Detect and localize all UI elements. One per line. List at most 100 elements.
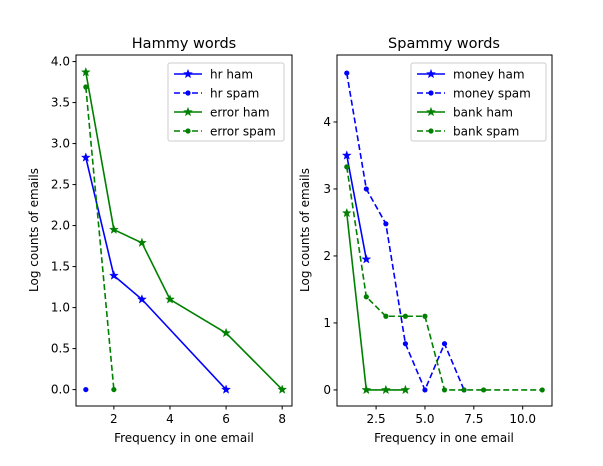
x-tick-label: 10.0 [509, 412, 536, 426]
data-point [344, 164, 350, 170]
x-tick-label: 6 [222, 412, 230, 426]
y-tick-label: 2.5 [51, 178, 70, 192]
legend-item: error spam [174, 125, 276, 139]
y-tick-label: 4 [323, 115, 331, 129]
legend-marker [183, 106, 193, 117]
data-point [341, 207, 352, 218]
data-point [402, 313, 409, 319]
x-tick-label: 2.5 [367, 412, 386, 426]
data-point [422, 313, 428, 319]
legend-label: error spam [210, 125, 276, 139]
legend-item: money ham [417, 68, 525, 82]
legend-item: bank ham [417, 106, 513, 120]
legend-marker [185, 90, 191, 96]
plot-frame [336, 54, 553, 407]
data-point [402, 341, 409, 347]
y-axis-label: Log counts of emails [298, 168, 312, 292]
legend-box [167, 62, 285, 142]
data-point [136, 237, 147, 247]
legend-label: error ham [210, 106, 270, 120]
legend: hr ham hr spam error ham error spam [167, 62, 285, 142]
legend-label: bank spam [453, 125, 519, 139]
data-point [344, 70, 350, 76]
y-tick-label: 3 [323, 182, 331, 196]
data-point [383, 221, 389, 227]
data-point [80, 67, 91, 77]
y-tick-label: 1 [323, 316, 331, 330]
chart-hammy-words: Hammy words Frequency in one email Log c… [27, 36, 293, 445]
legend-label: bank ham [453, 106, 513, 120]
data-point [361, 254, 372, 264]
data-point [108, 270, 119, 280]
data-point [83, 84, 89, 90]
series-bank-ham [341, 207, 411, 395]
legend-item: hr ham [174, 68, 253, 82]
x-tick-label: 4 [166, 412, 174, 426]
data-point [539, 387, 545, 393]
x-axis-label: Frequency in one email [374, 431, 514, 445]
plot-frame [75, 54, 293, 407]
data-point [441, 341, 448, 347]
legend-item: hr spam [174, 87, 259, 101]
series-line [85, 72, 283, 391]
data-point [165, 294, 175, 304]
legend-marker [428, 90, 434, 96]
data-point [221, 384, 232, 394]
legend-label: hr spam [210, 87, 259, 101]
x-axis-label: Frequency in one email [114, 431, 254, 445]
data-point [80, 152, 91, 162]
series-line [345, 155, 368, 260]
legend-marker [428, 128, 434, 134]
y-tick-label: 1.5 [51, 260, 70, 274]
y-tick-label: 0.0 [51, 383, 70, 397]
data-point [380, 384, 391, 395]
data-point [383, 313, 389, 319]
series-money-ham [341, 150, 372, 264]
y-tick-label: 1.0 [51, 301, 70, 315]
chart-title: Spammy words [388, 36, 500, 52]
data-point [400, 384, 411, 395]
legend-label: money spam [453, 87, 531, 101]
y-tick-label: 0.5 [51, 342, 70, 356]
y-axis-label: Log counts of emails [27, 168, 41, 292]
y-tick-label: 2 [323, 249, 331, 263]
series-line [85, 86, 115, 390]
legend-item: bank spam [417, 125, 519, 139]
y-tick-label: 0 [323, 383, 331, 397]
series-error-spam [83, 84, 117, 393]
legend-marker [426, 106, 436, 117]
legend-label: hr ham [210, 68, 253, 82]
series-hr-spam [83, 386, 89, 393]
data-point [108, 224, 119, 234]
data-point [461, 387, 467, 393]
x-tick-label: 7.5 [464, 412, 483, 426]
chart-spammy-words: Spammy words Frequency in one email Log … [298, 36, 553, 445]
y-tick-label: 3.5 [51, 96, 70, 110]
legend-marker [426, 68, 436, 79]
data-point [221, 327, 232, 338]
data-point [361, 384, 372, 395]
y-tick-label: 3.0 [51, 137, 70, 151]
data-point [277, 384, 288, 394]
data-point [111, 386, 117, 393]
series-error-ham [80, 67, 288, 394]
data-point [441, 387, 448, 393]
legend-marker [183, 68, 193, 79]
data-point [341, 150, 352, 160]
series-money-spam [344, 70, 467, 393]
data-point [363, 186, 369, 192]
legend: money ham money spam bank ham bank spam [410, 62, 547, 142]
data-point [83, 386, 89, 393]
data-point [480, 387, 487, 393]
legend-box [410, 62, 547, 142]
series-line [345, 212, 406, 391]
legend-marker [185, 128, 191, 134]
data-point [363, 294, 369, 300]
legend-item: error ham [174, 106, 270, 120]
chart-title: Hammy words [132, 36, 236, 52]
y-tick-label: 4.0 [51, 55, 70, 69]
series-bank-spam [344, 164, 545, 393]
series-hr-ham [80, 152, 232, 394]
data-point [422, 387, 428, 393]
